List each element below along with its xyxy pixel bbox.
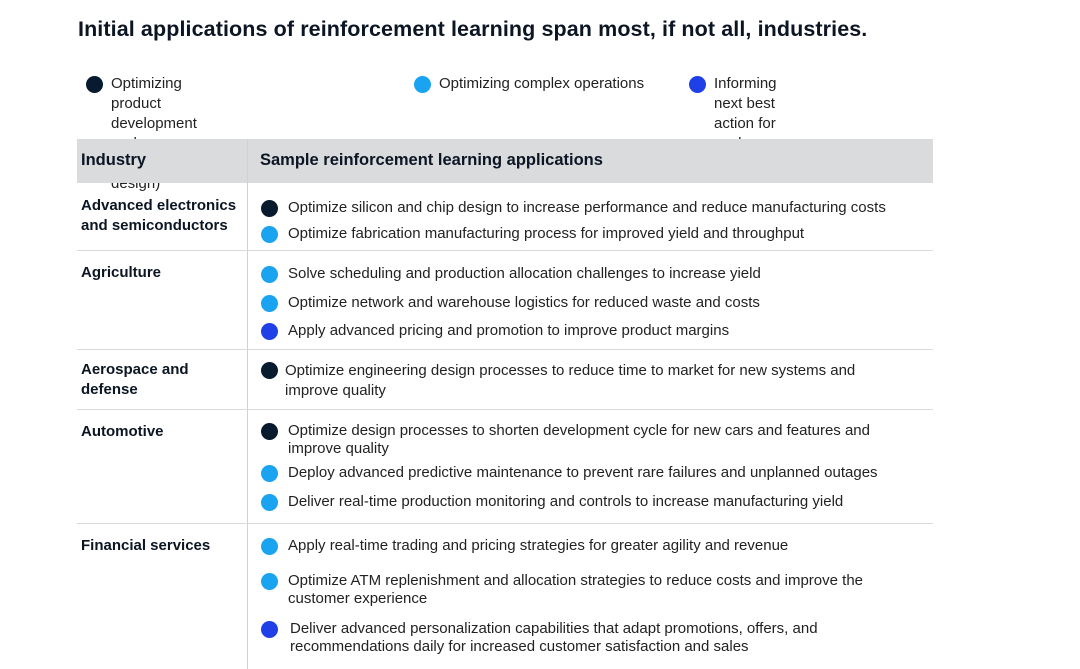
application-text: Optimize design processes to shorten dev… bbox=[288, 422, 870, 457]
light-blue-dot-icon bbox=[261, 295, 278, 312]
application-text: Solve scheduling and production allocati… bbox=[288, 265, 761, 282]
application-text: Deliver advanced personalization capabil… bbox=[290, 620, 818, 655]
royal-blue-dot-icon bbox=[689, 76, 706, 93]
application-text: Optimize silicon and chip design to incr… bbox=[288, 199, 886, 216]
header-applications: Sample reinforcement learning applicatio… bbox=[260, 151, 603, 169]
table-row-advanced-electronics: Advanced electronics and semiconductors … bbox=[77, 183, 933, 251]
legend-label: Optimizing complex operations bbox=[439, 75, 645, 92]
royal-blue-dot-icon bbox=[261, 621, 278, 638]
application-text: Apply advanced pricing and promotion to … bbox=[288, 322, 730, 339]
royal-blue-dot-icon bbox=[261, 323, 278, 340]
dark-navy-dot-icon bbox=[261, 362, 278, 379]
application-text: Apply real-time trading and pricing stra… bbox=[288, 537, 789, 554]
light-blue-dot-icon bbox=[414, 76, 431, 93]
applications-table: Industry Sample reinforcement learning a… bbox=[77, 139, 933, 669]
table-row-financial-services: Financial services Apply real-time tradi… bbox=[77, 524, 933, 669]
table-row-aerospace: Aerospace and defense Optimize engineeri… bbox=[77, 350, 933, 410]
application-text: Optimize fabrication manufacturing proce… bbox=[288, 225, 805, 242]
application-text: Optimize network and warehouse logistics… bbox=[288, 294, 760, 311]
application-text: Deploy advanced predictive maintenance t… bbox=[288, 464, 878, 481]
industry-label: Agriculture bbox=[81, 264, 162, 281]
dark-navy-dot-icon bbox=[261, 423, 278, 440]
dark-navy-dot-icon bbox=[261, 200, 278, 217]
industry-label: Advanced electronics and semiconductors bbox=[81, 197, 237, 234]
light-blue-dot-icon bbox=[261, 226, 278, 243]
industry-label: Aerospace and defense bbox=[81, 361, 189, 398]
application-text: Deliver real-time production monitoring … bbox=[288, 493, 844, 510]
light-blue-dot-icon bbox=[261, 266, 278, 283]
application-text: Optimize ATM replenishment and allocatio… bbox=[288, 572, 864, 607]
light-blue-dot-icon bbox=[261, 573, 278, 590]
dark-navy-dot-icon bbox=[86, 76, 103, 93]
column-divider bbox=[247, 139, 248, 669]
light-blue-dot-icon bbox=[261, 494, 278, 511]
light-blue-dot-icon bbox=[261, 465, 278, 482]
industry-label: Financial services bbox=[81, 537, 211, 554]
header-industry: Industry bbox=[81, 151, 147, 169]
application-text: Optimize engineering design processes to… bbox=[285, 362, 856, 399]
page-title: Initial applications of reinforcement le… bbox=[78, 17, 868, 41]
table-header: Industry Sample reinforcement learning a… bbox=[77, 139, 933, 183]
table-row-automotive: Automotive Optimize design processes to … bbox=[77, 410, 933, 524]
industry-label: Automotive bbox=[81, 423, 164, 440]
table-row-agriculture: Agriculture Solve scheduling and product… bbox=[77, 251, 933, 350]
light-blue-dot-icon bbox=[261, 538, 278, 555]
